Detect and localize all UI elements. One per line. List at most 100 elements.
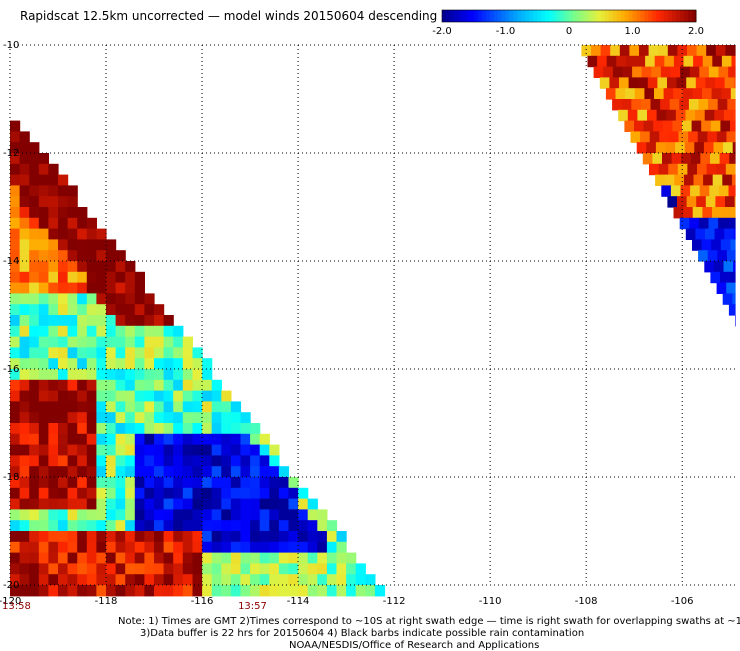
heatmap-cell	[48, 412, 59, 424]
heatmap-cell	[154, 369, 165, 381]
heatmap-cell	[29, 477, 40, 489]
heatmap-cell	[716, 282, 727, 294]
heatmap-cell	[77, 207, 88, 219]
heatmap-cell	[269, 498, 280, 510]
colorbar-swatch	[489, 10, 495, 22]
heatmap-cell	[240, 487, 251, 500]
heatmap-cell	[307, 541, 318, 554]
heatmap-cell	[96, 574, 107, 586]
heatmap-cell	[690, 185, 701, 197]
heatmap-cell	[48, 444, 59, 456]
heatmap-cell	[10, 185, 21, 197]
heatmap-cell	[182, 379, 193, 392]
heatmap-cell	[221, 466, 232, 478]
heatmap-cell	[48, 228, 59, 240]
heatmap-cell	[48, 196, 59, 208]
heatmap-cell	[29, 487, 40, 500]
heatmap-cell	[58, 196, 69, 208]
heatmap-cell	[211, 509, 222, 521]
colorbar-swatch	[692, 10, 697, 22]
heatmap-cell	[125, 347, 136, 359]
heatmap-cell	[346, 574, 357, 586]
heatmap-cell	[715, 196, 726, 208]
heatmap-cell	[48, 217, 59, 230]
heatmap-cell	[106, 293, 117, 305]
heatmap-cell	[336, 531, 347, 543]
heatmap-cell	[48, 325, 59, 338]
heatmap-cell	[86, 520, 97, 532]
heatmap-cell	[694, 142, 705, 154]
heatmap-cell	[683, 207, 694, 219]
heatmap-cell	[106, 304, 117, 316]
heatmap-cell	[658, 45, 669, 57]
heatmap-cell	[619, 45, 630, 57]
heatmap-cell	[278, 585, 290, 597]
heatmap-cell	[10, 336, 21, 348]
heatmap-cell	[725, 196, 736, 208]
heatmap-cell	[115, 563, 126, 575]
heatmap-cell	[115, 477, 126, 489]
heatmap-cell	[38, 217, 49, 230]
heatmap-cell	[250, 520, 261, 532]
heatmap-cells	[10, 45, 736, 597]
heatmap-cell	[154, 336, 165, 348]
heatmap-cell	[29, 574, 40, 586]
heatmap-cell	[163, 466, 174, 478]
heatmap-cell	[687, 45, 698, 57]
heatmap-cell	[96, 563, 107, 575]
colorbar-swatch	[608, 10, 614, 22]
heatmap-cell	[10, 412, 21, 424]
heatmap-cell	[163, 552, 174, 564]
heatmap-cell	[173, 401, 184, 413]
heatmap-cell	[202, 412, 213, 424]
heatmap-cell	[125, 477, 136, 489]
heatmap-cell	[665, 142, 676, 154]
heatmap-cell	[610, 45, 621, 57]
heatmap-cell	[144, 369, 155, 381]
heatmap-cell	[713, 142, 724, 154]
heatmap-cell	[10, 293, 21, 305]
heatmap-cell	[278, 466, 290, 478]
heatmap-cell	[317, 552, 328, 564]
heatmap-cell	[10, 239, 21, 251]
heatmap-cell	[298, 509, 309, 521]
heatmap-cell	[67, 271, 78, 284]
heatmap-cell	[724, 77, 735, 89]
heatmap-cell	[182, 347, 193, 359]
heatmap-cell	[58, 325, 69, 338]
heatmap-cell	[19, 487, 30, 500]
heatmap-cell	[326, 563, 338, 575]
heatmap-cell	[662, 153, 673, 165]
heatmap-cell	[134, 369, 145, 381]
heatmap-cell	[77, 304, 88, 316]
heatmap-cell	[211, 498, 222, 510]
heatmap-cell	[134, 574, 145, 586]
colorbar-swatch	[505, 10, 510, 22]
chart-title: Rapidscat 12.5km uncorrected — model win…	[20, 9, 438, 23]
heatmap-cell	[192, 455, 203, 467]
heatmap-cell	[38, 174, 49, 186]
colorbar-swatch	[553, 10, 558, 22]
heatmap-cell	[29, 347, 40, 359]
heatmap-cell	[674, 174, 685, 186]
heatmap-cell	[192, 379, 203, 392]
heatmap-cell	[106, 498, 117, 510]
heatmap-cell	[684, 142, 695, 154]
heatmap-cell	[48, 390, 59, 402]
heatmap-cell	[704, 109, 715, 122]
x-tick-label: -108	[575, 596, 598, 607]
heatmap-cell	[221, 412, 232, 424]
heatmap-cell	[221, 563, 232, 575]
heatmap-cell	[19, 563, 30, 575]
heatmap-cell	[355, 585, 366, 597]
heatmap-cell	[125, 552, 136, 564]
heatmap-cell	[593, 66, 604, 78]
heatmap-cell	[86, 250, 97, 262]
heatmap-cell	[144, 347, 155, 359]
heatmap-cell	[705, 228, 716, 240]
heatmap-cell	[724, 228, 735, 240]
heatmap-cell	[48, 401, 59, 413]
heatmap-cell	[710, 153, 721, 165]
heatmap-cell	[173, 390, 184, 402]
heatmap-cell	[106, 585, 117, 597]
